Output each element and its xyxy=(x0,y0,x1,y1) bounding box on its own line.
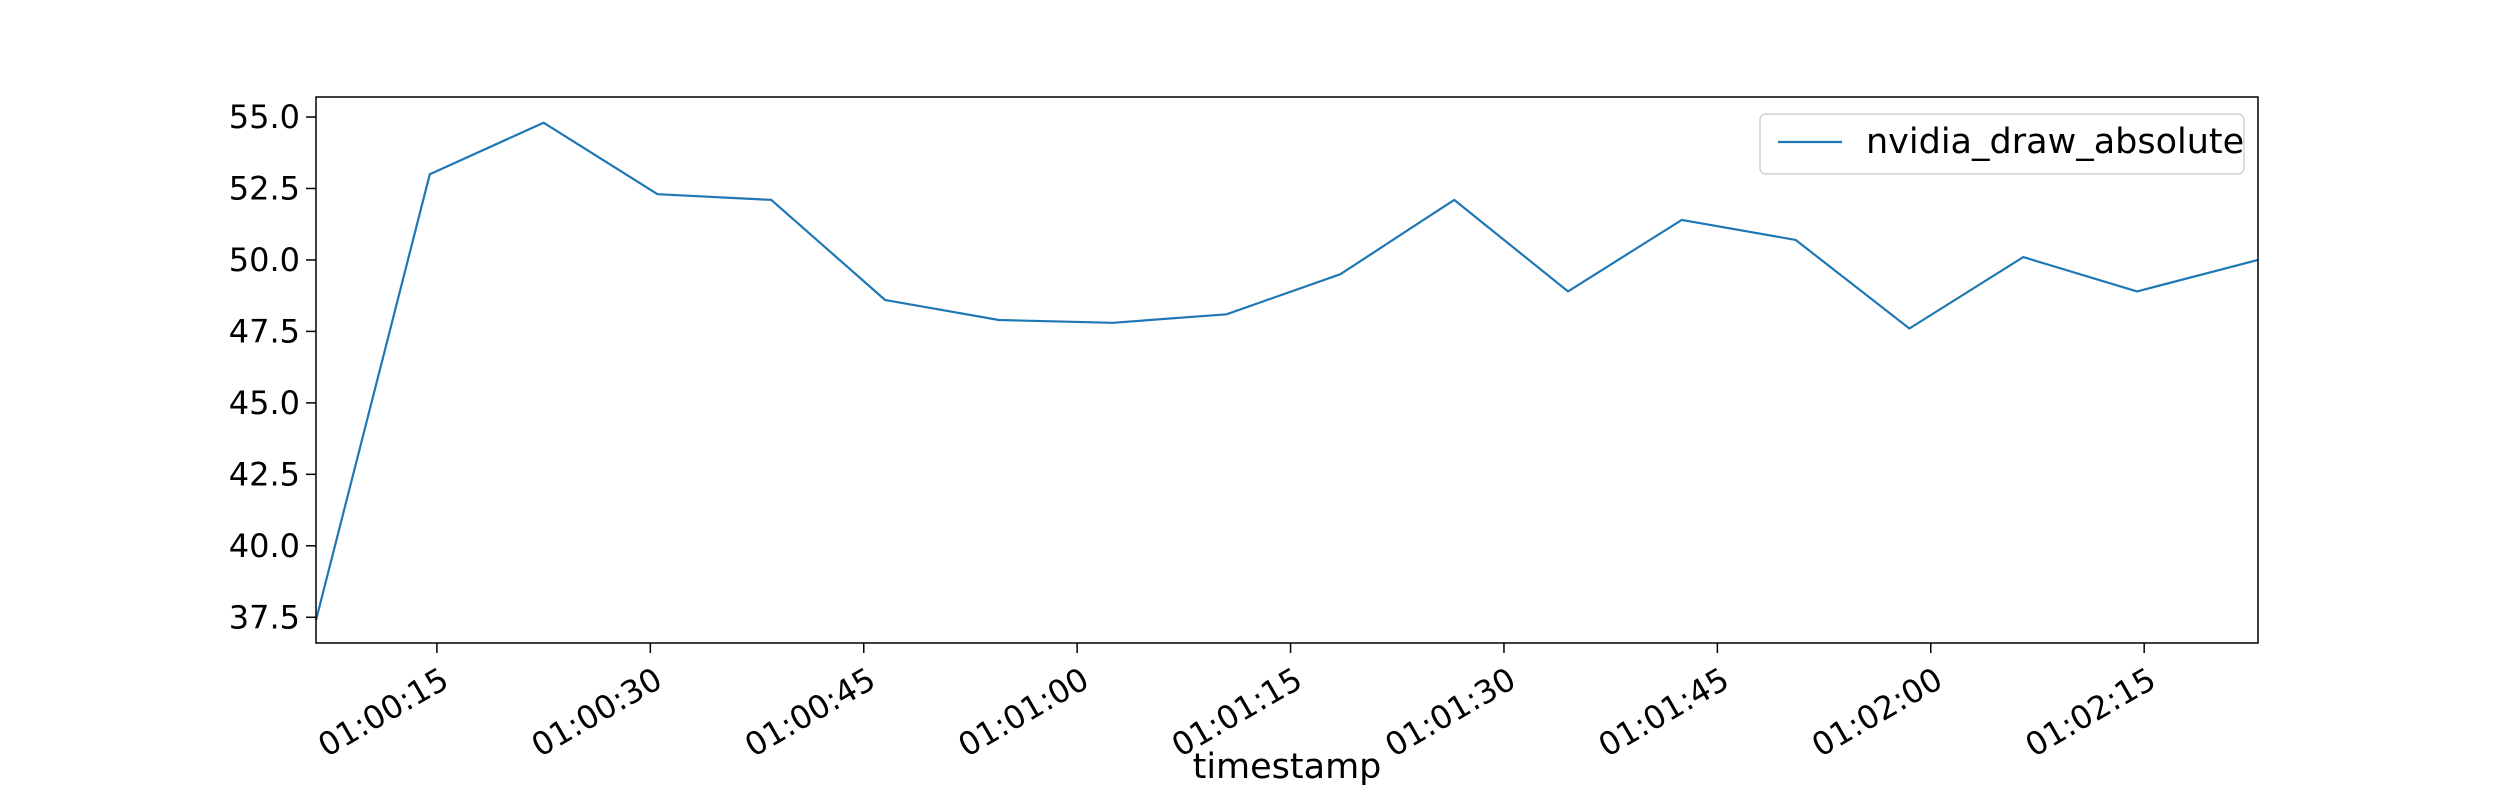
y-tick-label: 50.0 xyxy=(229,241,300,279)
series-line xyxy=(314,121,2259,621)
legend-box xyxy=(1759,113,2245,175)
plot-series xyxy=(314,121,2259,621)
x-tick-label: 01:02:15 xyxy=(2019,660,2162,765)
y-tick-label: 45.0 xyxy=(229,384,300,422)
legend-label: nvidia_draw_absolute xyxy=(1866,122,2244,162)
legend: nvidia_draw_absolute xyxy=(1759,113,2245,175)
y-tick-label: 47.5 xyxy=(229,312,300,350)
y-tick-label: 52.5 xyxy=(229,169,300,207)
x-tick-label: 01:00:30 xyxy=(525,660,668,765)
y-tick-label: 42.5 xyxy=(229,455,300,493)
y-tick-label: 55.0 xyxy=(229,98,300,136)
x-tick-label: 01:02:00 xyxy=(1805,660,1948,765)
plot-frame xyxy=(315,96,2259,644)
x-tick-label: 01:01:00 xyxy=(952,660,1095,765)
y-tick-label: 40.0 xyxy=(229,527,300,565)
x-tick-label: 01:00:45 xyxy=(738,660,881,765)
y-axis: 37.5 40.0 42.5 45.0 47.5 50.0 52.5 55.0 xyxy=(229,98,316,636)
y-tick-label: 37.5 xyxy=(229,598,300,636)
x-tick-label: 01:01:45 xyxy=(1592,660,1735,765)
x-tick-label: 01:00:15 xyxy=(311,660,454,765)
x-tick-label: 01:01:30 xyxy=(1378,660,1521,765)
x-axis-label: timestamp xyxy=(1193,747,1382,787)
